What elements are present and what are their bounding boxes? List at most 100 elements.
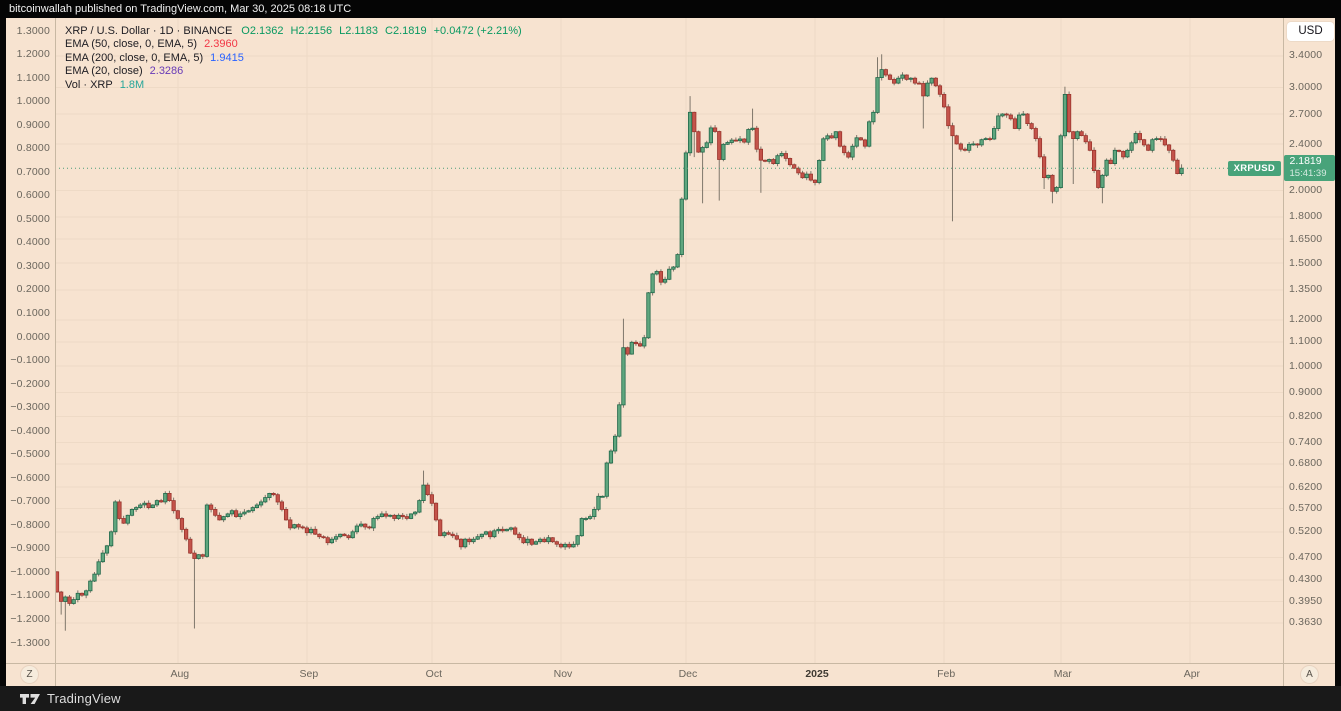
right-axis-tick: 1.1000 [1289, 335, 1323, 348]
right-axis-tick: 1.3500 [1289, 283, 1323, 296]
left-axis-tick: 0.3000 [16, 259, 50, 272]
symbol-row: XRP / U.S. Dollar · 1D · BINANCE O2.1362 H… [65, 25, 522, 38]
indicator-value: 1.8M [119, 78, 145, 91]
right-axis-tick: 0.5200 [1289, 525, 1323, 538]
right-axis-tick: 3.0000 [1289, 81, 1323, 93]
right-axis-tick: 0.4700 [1289, 550, 1323, 563]
indicator-label: EMA (20, close) [65, 65, 143, 78]
tradingview-logo-icon[interactable] [20, 691, 40, 707]
indicator-label: Vol · XRP [65, 78, 113, 91]
time-axis-label: Sep [299, 668, 319, 680]
indicator-row: EMA (50, close, 0, EMA, 5) 2.3960 [65, 38, 522, 51]
left-axis-tick: −0.2000 [10, 377, 50, 390]
right-axis-tick: 0.6800 [1289, 457, 1323, 470]
attribution-bar: bitcoinwallah published on TradingView.c… [0, 0, 1341, 18]
indicator-row: Vol · XRP 1.8M [65, 79, 522, 92]
right-axis-tick: 0.6200 [1289, 480, 1323, 493]
left-axis-tick: −0.7000 [10, 495, 50, 508]
left-axis-tick: −0.6000 [10, 471, 50, 484]
indicator-label: EMA (50, close, 0, EMA, 5) [65, 38, 198, 51]
left-axis-tick: 1.0000 [16, 95, 50, 108]
right-axis-tick: 1.0000 [1289, 359, 1323, 372]
time-axis-label: Apr [1183, 668, 1201, 680]
grid-lines [55, 18, 1283, 663]
left-axis-tick: 0.5000 [16, 212, 50, 225]
left-axis-tick: −1.3000 [10, 636, 50, 649]
indicator-row: EMA (200, close, 0, EMA, 5) 1.9415 [65, 52, 522, 65]
auto-scale-button[interactable]: A [1301, 666, 1318, 683]
time-axis-label: Aug [170, 668, 190, 680]
left-axis-tick: 0.6000 [16, 189, 50, 202]
left-axis-tick: 0.7000 [16, 165, 50, 178]
timezone-button[interactable]: Z [21, 666, 38, 683]
indicator-value: 2.3286 [149, 65, 184, 78]
right-axis-tick: 2.7000 [1289, 107, 1323, 120]
left-axis-tick: −1.1000 [10, 589, 50, 602]
left-axis-tick: −0.3000 [10, 401, 50, 414]
right-axis-tick: 0.5700 [1289, 501, 1323, 514]
left-axis-tick: −0.8000 [10, 518, 50, 531]
indicator-value: 2.3960 [204, 38, 238, 51]
right-axis-tick: 2.0000 [1289, 183, 1323, 196]
right-axis-tick: 1.8000 [1289, 210, 1323, 223]
high-value: H2.2156 [290, 25, 333, 37]
currency-toggle-button[interactable]: USD [1287, 22, 1334, 41]
last-price-tag: 2.1819 15:41:39 [1283, 155, 1335, 182]
time-axis-label: Dec [678, 668, 698, 680]
left-axis-tick: −1.0000 [10, 565, 50, 578]
indicator-rows: EMA (50, close, 0, EMA, 5) 2.3960 EMA (200… [65, 38, 522, 92]
change-value: +0.0472 (+2.21%) [433, 25, 522, 37]
low-value: L2.1183 [339, 25, 379, 37]
left-axis-tick: 0.4000 [16, 236, 50, 249]
right-axis-tick: 2.4000 [1289, 137, 1323, 150]
footer-brand[interactable]: TradingView [47, 691, 121, 706]
left-axis-tick: 1.1000 [16, 71, 50, 84]
left-axis-tick: −0.1000 [10, 354, 50, 367]
left-axis-tick: −1.2000 [10, 613, 50, 625]
chart-canvas: 1.3000 1.2000 1.1000 1.0000 0.9000 0.8000 0.70… [6, 18, 1335, 686]
right-axis-tick: 0.9000 [1289, 386, 1323, 399]
last-price-value: 2.1819 [1289, 155, 1322, 168]
left-axis-tick: 0.2000 [16, 283, 50, 296]
right-axis-tick: 1.5000 [1289, 256, 1323, 269]
right-axis-tick: 3.4000 [1289, 49, 1323, 62]
candles [55, 54, 1184, 631]
attribution-text: bitcoinwallah published on TradingView.c… [9, 3, 352, 15]
left-axis-tick: 0.8000 [16, 142, 50, 155]
right-axis-tick: 0.3630 [1289, 616, 1323, 629]
indicator-row: EMA (20, close) 2.3286 [65, 65, 522, 78]
left-axis-tick: 0.1000 [16, 306, 50, 319]
symbol-title: XRP / U.S. Dollar · 1D · BINANCE [65, 25, 233, 37]
symbol-price-badge: XRPUSD [1227, 160, 1281, 176]
close-value: C2.1819 [385, 25, 427, 37]
indicator-label: EMA (200, close, 0, EMA, 5) [65, 51, 204, 64]
right-scale-separator [1283, 18, 1284, 686]
left-scale-separator [55, 18, 56, 686]
time-axis-label: 2025 [805, 668, 829, 680]
indicator-value: 1.9415 [210, 51, 244, 64]
time-axis-label: Nov [553, 668, 573, 680]
left-axis-tick: −0.4000 [10, 424, 50, 437]
open-value: O2.1362 [241, 25, 284, 37]
candlestick-chart[interactable] [55, 18, 1283, 663]
left-axis-tick: 1.3000 [16, 24, 50, 37]
right-axis-tick: 1.2000 [1289, 313, 1323, 326]
left-price-scale[interactable]: 1.3000 1.2000 1.1000 1.0000 0.9000 0.8000 0.70… [6, 18, 55, 663]
legend: XRP / U.S. Dollar · 1D · BINANCE O2.1362 H… [65, 25, 522, 92]
footer-bar: TradingView [0, 686, 1341, 711]
right-axis-tick: 0.8200 [1289, 409, 1323, 422]
left-axis-tick: −0.5000 [10, 448, 50, 461]
right-axis-tick: 0.3950 [1289, 594, 1323, 607]
left-axis-tick: 1.2000 [16, 48, 50, 61]
time-axis-label: Mar [1053, 668, 1072, 680]
time-scale[interactable]: Z A Aug Sep Oct Nov Dec 2025 Feb Mar Apr [6, 663, 1335, 686]
left-axis-tick: −0.9000 [10, 542, 50, 555]
bar-countdown: 15:41:39 [1289, 168, 1327, 180]
time-scale-separator [6, 663, 1335, 664]
right-axis-tick: 1.6500 [1289, 232, 1323, 245]
time-axis-label: Feb [937, 668, 956, 680]
right-axis-tick: 0.4300 [1289, 573, 1323, 586]
left-axis-tick: 0.0000 [16, 330, 50, 343]
right-axis-tick: 0.7400 [1289, 435, 1323, 448]
left-axis-tick: 0.9000 [16, 118, 50, 131]
